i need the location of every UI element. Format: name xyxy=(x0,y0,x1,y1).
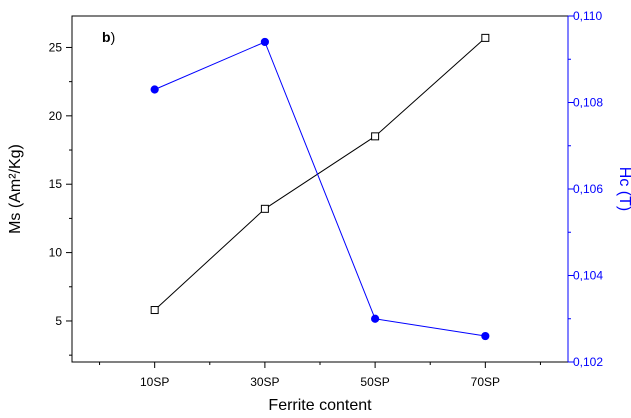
y-left-tick-label: 5 xyxy=(55,314,62,328)
x-axis-label: Ferrite content xyxy=(268,397,372,414)
series-right-line xyxy=(154,41,486,337)
series-right-point xyxy=(371,314,380,323)
y-right-axis-label: Hc (T) xyxy=(616,167,631,211)
series-left-line xyxy=(154,37,486,311)
y-left-axis-label: Ms (Am²/Kg) xyxy=(7,144,24,234)
x-tick-label: 70SP xyxy=(471,375,500,389)
y-right-tick-label: 0,102 xyxy=(573,355,603,369)
y-right-tick-label: 0,106 xyxy=(573,182,603,196)
series-right-point xyxy=(481,331,490,341)
y-left-tick-label: 10 xyxy=(49,246,63,260)
x-axis: 10SP 30SP 50SP 70SP xyxy=(99,362,541,389)
y-right-axis: 0,102 0,104 0,106 0,108 0,110 xyxy=(567,9,603,369)
series-left-point xyxy=(260,204,269,213)
series-left-point xyxy=(150,306,159,315)
y-left-tick-label: 15 xyxy=(49,177,63,191)
series-left-point xyxy=(371,132,380,141)
x-tick-label: 30SP xyxy=(250,375,279,389)
y-left-axis: 5 10 15 20 25 xyxy=(49,40,72,356)
series-right-point xyxy=(260,37,269,47)
y-right-tick-label: 0,108 xyxy=(573,96,603,110)
x-tick-label: 50SP xyxy=(360,375,389,389)
series-layer xyxy=(150,33,490,341)
series-left-point xyxy=(481,33,490,42)
y-left-tick-label: 25 xyxy=(49,40,63,54)
x-tick-label: 10SP xyxy=(140,375,169,389)
y-right-tick-label: 0,104 xyxy=(573,269,603,283)
y-right-tick-label: 0,110 xyxy=(573,9,602,23)
series-right-point xyxy=(150,85,159,94)
y-left-tick-label: 20 xyxy=(49,109,63,123)
panel-label-letter: b xyxy=(102,29,111,45)
panel-label-suffix: ) xyxy=(111,29,116,45)
panel-label: b) xyxy=(102,29,115,45)
